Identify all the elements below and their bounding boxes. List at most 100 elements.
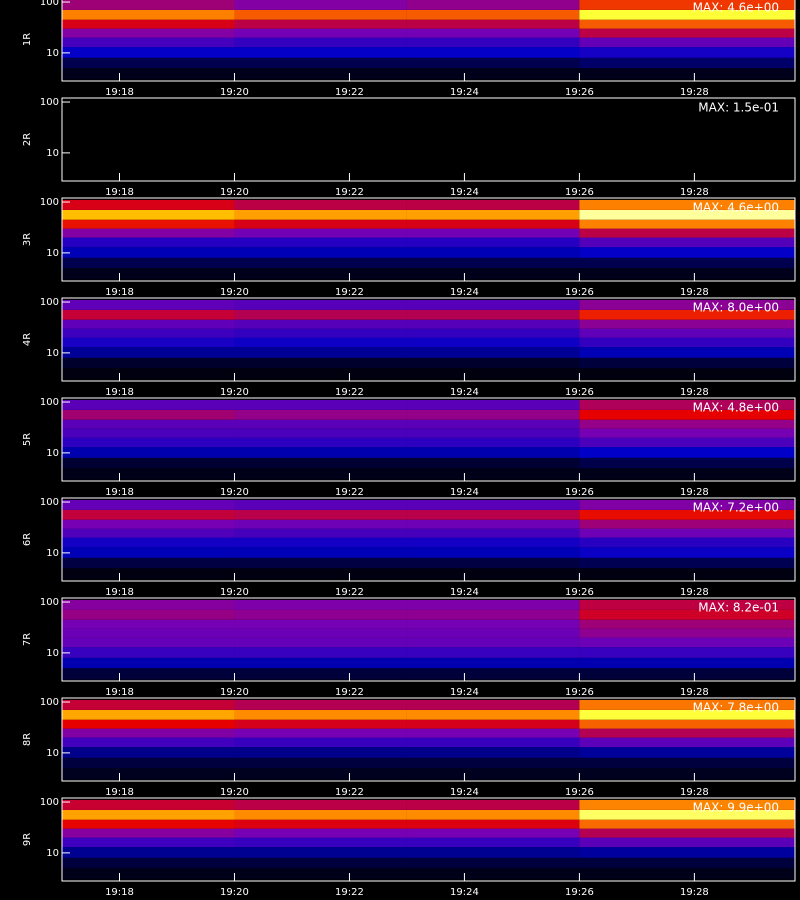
heatmap-cell [62,668,235,680]
x-tick-label: 19:24 [450,787,479,798]
x-tick-label: 19:18 [105,687,134,698]
heatmap-cell [62,709,235,720]
heatmap-cell [579,299,795,310]
heatmap-cell [234,547,407,558]
heatmap-cell [579,537,795,548]
heatmap-cell [62,599,235,610]
heatmap-cell [62,319,235,329]
heatmap-cell [62,768,235,780]
x-tick-label: 19:20 [220,287,249,298]
y-tick-label: 100 [40,497,59,508]
heatmap-cell [406,37,580,48]
heatmap-cell [406,547,580,558]
heatmap-cell [62,409,235,420]
heatmap-cell [406,209,580,220]
heatmap-cell [62,657,235,669]
heatmap-cell [234,57,407,69]
heatmap-cell [62,137,235,148]
heatmap-cell [406,609,580,620]
heatmap-cell [62,47,235,58]
x-tick-label: 19:22 [335,687,364,698]
heatmap-cell [234,719,407,729]
heatmap-cell [234,409,407,420]
heatmap-cell [62,399,235,410]
heatmap-cell [579,837,795,848]
y-tick-label: 10 [46,848,59,859]
x-tick-label: 19:26 [565,87,594,98]
heatmap-cell [406,868,580,880]
heatmap-cell [579,457,795,469]
heatmap-cell [234,337,407,348]
heatmap-cell [579,799,795,810]
x-tick-label: 19:28 [680,487,709,498]
heatmap-cell [579,757,795,769]
heatmap-cell [406,357,580,369]
heatmap-cell [62,519,235,529]
heatmap-cell [406,847,580,858]
heatmap-cell [62,328,235,338]
max-annotation: MAX: 7.2e+00 [693,501,779,515]
heatmap-cell [579,47,795,58]
heatmap-cell [62,209,235,220]
x-tick-label: 19:20 [220,387,249,398]
heatmap-cell [234,257,407,269]
heatmap-cell [62,647,235,658]
heatmap-cell [406,428,580,438]
heatmap-cell [579,319,795,329]
heatmap-cell [234,147,407,158]
heatmap-cell [579,99,795,110]
x-tick-label: 19:26 [565,687,594,698]
heatmap-cell [62,547,235,558]
heatmap-cell [62,419,235,429]
heatmap-cell [234,247,407,258]
heatmap-cell [579,157,795,169]
heatmap-cell [579,347,795,358]
heatmap-cell [62,619,235,629]
heatmap-cell [406,468,580,480]
max-annotation: MAX: 7.8e+00 [693,701,779,715]
heatmap-cell [62,537,235,548]
plot-frame [61,97,796,182]
heatmap-cell [234,557,407,569]
plot-frame [61,497,796,582]
heatmap-cell [406,628,580,638]
heatmap-cell [579,868,795,880]
heatmap-cell [579,528,795,538]
heatmap-cell [406,299,580,310]
heatmap-cell [406,68,580,80]
plot-frame [61,297,796,382]
x-tick-label: 19:20 [220,87,249,98]
heatmap-cell [62,128,235,138]
y-tick-label: 100 [40,397,59,408]
x-tick-label: 19:24 [450,287,479,298]
heatmap-cell [62,19,235,29]
heatmap-cell [62,119,235,129]
heatmap-cell [234,228,407,238]
max-annotation: MAX: 8.2e-01 [698,601,779,615]
heatmap-cell [406,109,580,120]
x-tick-label: 19:24 [450,487,479,498]
y-tick-label: 10 [46,448,59,459]
x-tick-label: 19:18 [105,587,134,598]
y-tick-label: 10 [46,148,59,159]
x-tick-label: 19:26 [565,187,594,198]
heatmap-cell [62,9,235,20]
heatmap-cell [234,157,407,169]
heatmap-cell [62,157,235,169]
max-annotation: MAX: 4.6e+00 [693,1,779,15]
heatmap-cell [62,268,235,280]
heatmap-cell [406,147,580,158]
heatmap-cell [579,699,795,710]
heatmap-cell [234,319,407,329]
y-axis-label: 5R [22,433,33,446]
heatmap-cell [62,299,235,310]
x-tick-label: 19:22 [335,887,364,898]
x-tick-label: 19:28 [680,387,709,398]
heatmap-cell [234,109,407,120]
x-tick-label: 19:18 [105,387,134,398]
heatmap-cell [579,437,795,448]
heatmap-cell [62,0,235,10]
heatmap-cell [234,728,407,738]
heatmap-cell [579,257,795,269]
